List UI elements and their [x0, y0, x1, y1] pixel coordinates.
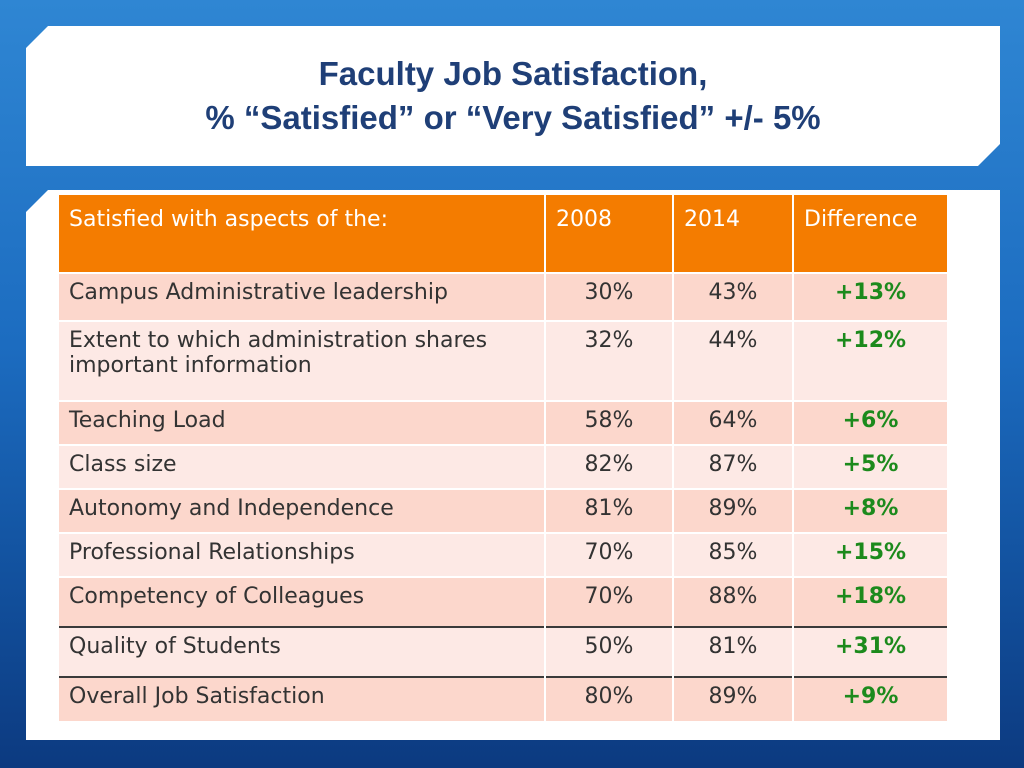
value-2008-cell: 80%: [545, 676, 674, 721]
header-2014: 2014: [673, 195, 794, 273]
difference-cell: +18%: [792, 576, 947, 627]
satisfaction-table: Satisfied with aspects of the: 2008 2014…: [59, 195, 947, 721]
difference-cell: +15%: [792, 532, 947, 577]
value-2008-cell: 70%: [545, 576, 674, 627]
header-difference: Difference: [792, 195, 947, 273]
table-row: Competency of Colleagues 70% 88% +18%: [59, 576, 947, 627]
aspect-cell: Autonomy and Independence: [59, 488, 546, 533]
aspect-cell: Extent to which administration shares im…: [59, 320, 546, 401]
header-aspect: Satisfied with aspects of the:: [59, 195, 546, 273]
difference-cell: +9%: [792, 676, 947, 721]
aspect-cell: Competency of Colleagues: [59, 576, 546, 627]
table-row: Professional Relationships 70% 85% +15%: [59, 532, 947, 577]
value-2014-cell: 89%: [673, 676, 794, 721]
header-2008: 2008: [545, 195, 674, 273]
value-2014-cell: 87%: [673, 444, 794, 489]
value-2014-cell: 89%: [673, 488, 794, 533]
value-2014-cell: 64%: [673, 400, 794, 445]
slide-title-line-2: % “Satisfied” or “Very Satisfied” +/- 5%: [205, 99, 821, 136]
value-2008-cell: 70%: [545, 532, 674, 577]
title-panel: Faculty Job Satisfaction, % “Satisfied” …: [26, 26, 1000, 166]
value-2008-cell: 58%: [545, 400, 674, 445]
value-2008-cell: 82%: [545, 444, 674, 489]
value-2014-cell: 85%: [673, 532, 794, 577]
difference-cell: +31%: [792, 626, 947, 677]
aspect-cell: Quality of Students: [59, 626, 546, 677]
value-2008-cell: 32%: [545, 320, 674, 401]
value-2014-cell: 44%: [673, 320, 794, 401]
table-row: Campus Administrative leadership 30% 43%…: [59, 272, 947, 321]
table-header-row: Satisfied with aspects of the: 2008 2014…: [59, 195, 947, 273]
table-row: Autonomy and Independence 81% 89% +8%: [59, 488, 947, 533]
difference-cell: +8%: [792, 488, 947, 533]
content-panel: Satisfied with aspects of the: 2008 2014…: [26, 190, 1000, 740]
aspect-cell: Teaching Load: [59, 400, 546, 445]
value-2014-cell: 81%: [673, 626, 794, 677]
difference-cell: +13%: [792, 272, 947, 321]
table-row: Extent to which administration shares im…: [59, 320, 947, 401]
aspect-cell: Class size: [59, 444, 546, 489]
table-row: Class size 82% 87% +5%: [59, 444, 947, 489]
aspect-cell: Professional Relationships: [59, 532, 546, 577]
value-2008-cell: 81%: [545, 488, 674, 533]
value-2008-cell: 30%: [545, 272, 674, 321]
value-2014-cell: 88%: [673, 576, 794, 627]
difference-cell: +6%: [792, 400, 947, 445]
table-row: Teaching Load 58% 64% +6%: [59, 400, 947, 445]
difference-cell: +5%: [792, 444, 947, 489]
slide-title-line-1: Faculty Job Satisfaction,: [318, 55, 708, 92]
value-2008-cell: 50%: [545, 626, 674, 677]
aspect-cell: Campus Administrative leadership: [59, 272, 546, 321]
value-2014-cell: 43%: [673, 272, 794, 321]
table-row: Quality of Students 50% 81% +31%: [59, 626, 947, 677]
aspect-cell: Overall Job Satisfaction: [59, 676, 546, 721]
difference-cell: +12%: [792, 320, 947, 401]
table-row: Overall Job Satisfaction 80% 89% +9%: [59, 676, 947, 721]
